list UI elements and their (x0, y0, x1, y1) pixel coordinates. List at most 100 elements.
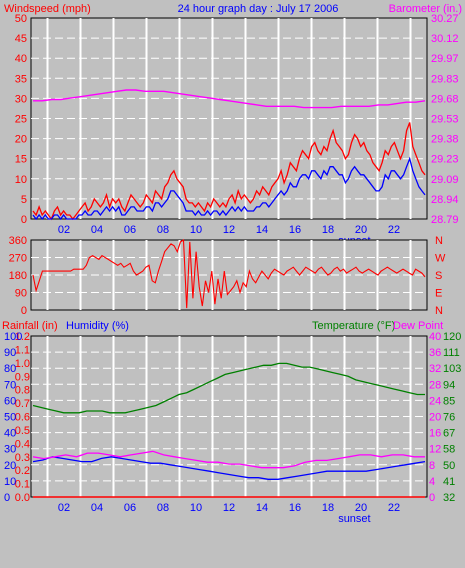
barometer-tick-label: 29.09 (431, 174, 459, 186)
wind-tick-label: 30 (15, 93, 27, 105)
wind-tick-label: 35 (15, 73, 27, 85)
temp-c-tick-label: 32 (429, 363, 441, 375)
temp-c-tick-label: 8 (429, 460, 435, 472)
barometer-tick-label: 29.97 (431, 53, 459, 65)
temp-f-tick-label: 41 (443, 476, 455, 488)
x-tick-label-0: 08 (157, 224, 169, 236)
x-tick-label-0: 10 (190, 224, 202, 236)
temp-f-tick-label: 76 (443, 412, 455, 424)
direction-tick-label: 270 (9, 253, 27, 265)
rain-tick-label: 0.8 (15, 385, 30, 397)
wind-tick-label: 20 (15, 134, 27, 146)
sunset-label-2: sunset (338, 513, 370, 525)
x-tick-label-0: 06 (124, 224, 136, 236)
temp-c-tick-label: 36 (429, 347, 441, 359)
wind-direction-line (32, 239, 426, 309)
x-tick-label-0: 12 (223, 224, 235, 236)
humidity-tick-label: 90 (4, 347, 16, 359)
dewpoint-axis-title: Dew Point (393, 320, 443, 332)
rain-tick-label: 0.4 (15, 438, 30, 450)
rainfall-axis-title: Rainfall (in) (2, 320, 58, 332)
wind-tick-label: 5 (21, 194, 27, 206)
wind-tick-label: 40 (15, 53, 27, 65)
x-tick-label-0: 18 (322, 224, 334, 236)
humidity-tick-label: 20 (4, 460, 16, 472)
wind-tick-label: 0 (21, 214, 27, 226)
barometer-tick-label: 29.53 (431, 114, 459, 126)
barometer-tick-label: 28.94 (431, 194, 459, 206)
temp-c-tick-label: 24 (429, 395, 441, 407)
x-tick-label-2: 18 (322, 502, 334, 514)
barometer-line (33, 89, 426, 109)
windgust-line (32, 122, 426, 221)
x-tick-label-2: 08 (157, 502, 169, 514)
x-tick-label-2: 16 (289, 502, 301, 514)
barometer-axis-title: Barometer (in.) (389, 3, 462, 15)
compass-tick-label: W (435, 253, 446, 265)
rain-tick-label: 0.5 (15, 425, 30, 437)
wind-tick-label: 10 (15, 174, 27, 186)
wind-tick-label: 15 (15, 154, 27, 166)
barometer-tick-label: 29.23 (431, 154, 459, 166)
humidity-tick-label: 50 (4, 412, 16, 424)
rain-tick-label: 0.6 (15, 412, 30, 424)
temp-f-tick-label: 85 (443, 395, 455, 407)
compass-tick-label: E (435, 288, 442, 300)
temp-f-tick-label: 50 (443, 460, 455, 472)
compass-tick-label: N (435, 305, 443, 317)
temp-f-tick-label: 94 (443, 379, 455, 391)
x-tick-label-2: 10 (190, 502, 202, 514)
compass-tick-label: S (435, 270, 442, 282)
humidity-axis-title: Humidity (%) (66, 320, 129, 332)
temp-f-tick-label: 67 (443, 428, 455, 440)
x-tick-label-0: 02 (58, 224, 70, 236)
temp-f-tick-label: 58 (443, 444, 455, 456)
temp-f-tick-label: 120 (443, 331, 461, 343)
dewpoint-line (32, 450, 425, 469)
rain-tick-label: 0.9 (15, 371, 30, 383)
temp-c-tick-label: 0 (429, 492, 435, 504)
humidity-line (32, 456, 426, 480)
humidity-tick-label: 70 (4, 379, 16, 391)
wind-tick-label: 45 (15, 33, 27, 45)
x-tick-label-2: 04 (91, 502, 103, 514)
x-tick-label-0: 22 (388, 224, 400, 236)
temp-c-tick-label: 20 (429, 412, 441, 424)
direction-tick-label: 90 (15, 288, 27, 300)
barometer-tick-label: 29.83 (431, 73, 459, 85)
x-tick-label-2: 20 (355, 502, 367, 514)
rain-tick-label: 0.1 (15, 479, 30, 491)
rain-tick-label: 0.7 (15, 398, 30, 410)
barometer-tick-label: 28.79 (431, 214, 459, 226)
graph-title: 24 hour graph day : July 17 2006 (178, 3, 339, 15)
direction-tick-label: 360 (9, 235, 27, 247)
humidity-tick-label: 40 (4, 428, 16, 440)
temp-c-tick-label: 12 (429, 444, 441, 456)
rain-tick-label: 1.1 (15, 344, 30, 356)
temp-c-tick-label: 40 (429, 331, 441, 343)
temperature-line (32, 362, 425, 414)
wind-tick-label: 50 (15, 13, 27, 25)
temp-f-tick-label: 32 (443, 492, 455, 504)
x-tick-label-0: 04 (91, 224, 103, 236)
x-tick-label-0: 16 (289, 224, 301, 236)
temp-c-tick-label: 4 (429, 476, 435, 488)
windspeed-line (32, 156, 426, 221)
x-tick-label-2: 12 (223, 502, 235, 514)
rain-tick-label: 0.3 (15, 452, 30, 464)
barometer-tick-label: 30.27 (431, 13, 459, 25)
wind-tick-label: 25 (15, 114, 27, 126)
barometer-tick-label: 30.12 (431, 33, 459, 45)
rain-tick-label: 1.2 (15, 331, 30, 343)
barometer-tick-label: 29.68 (431, 93, 459, 105)
temp-c-tick-label: 28 (429, 379, 441, 391)
rain-tick-label: 0.0 (15, 492, 30, 504)
x-tick-label-2: 06 (124, 502, 136, 514)
x-tick-label-0: 14 (256, 224, 268, 236)
rain-tick-label: 1.0 (15, 358, 30, 370)
direction-tick-label: 0 (21, 305, 27, 317)
humidity-tick-label: 100 (4, 331, 22, 343)
windspeed-axis-title: Windspeed (mph) (4, 3, 91, 15)
